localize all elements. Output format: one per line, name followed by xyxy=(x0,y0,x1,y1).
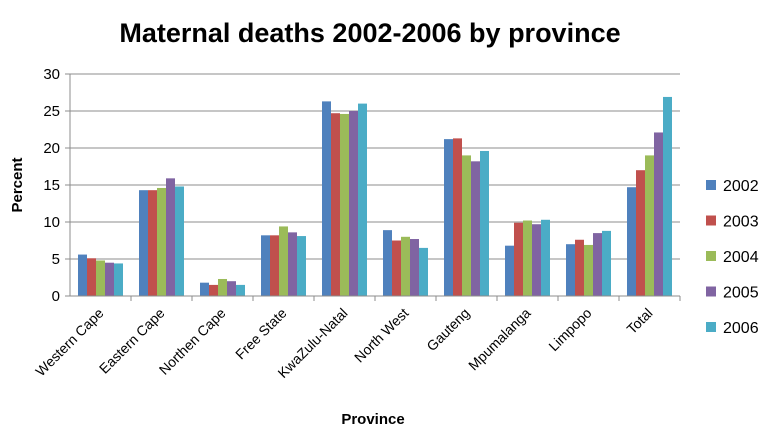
bar-2002 xyxy=(627,187,636,296)
bar-2004 xyxy=(401,236,410,296)
legend-swatch xyxy=(706,180,716,190)
bar-2006 xyxy=(602,230,611,296)
bar-2004 xyxy=(584,244,593,296)
legend-label: 2002 xyxy=(723,178,759,195)
bar-2004 xyxy=(462,155,471,296)
legend-label: 2004 xyxy=(723,249,759,266)
bar-2004 xyxy=(96,260,105,296)
bar-2005 xyxy=(105,262,114,296)
bar-2002 xyxy=(200,282,209,296)
bar-2002 xyxy=(78,254,87,296)
y-tick-label: 25 xyxy=(43,103,60,120)
bar-2002 xyxy=(383,230,392,296)
bar-2003 xyxy=(636,170,645,296)
bar-2002 xyxy=(261,235,270,296)
legend-swatch xyxy=(706,215,716,226)
bar-2003 xyxy=(575,239,584,296)
legend-swatch xyxy=(706,251,716,261)
bar-2006 xyxy=(297,236,306,296)
bar-2003 xyxy=(331,113,340,296)
bar-2003 xyxy=(453,138,462,296)
bar-2004 xyxy=(218,278,227,296)
bar-2003 xyxy=(87,258,96,296)
bar-2005 xyxy=(471,161,480,296)
bar-2006 xyxy=(358,103,367,296)
y-tick-label: 5 xyxy=(52,251,60,268)
bar-2004 xyxy=(157,187,166,296)
bar-2005 xyxy=(532,224,541,296)
x-category-label: Mpumalanga xyxy=(465,305,534,374)
x-category-label: North West xyxy=(351,305,412,366)
bar-2004 xyxy=(279,226,288,296)
y-tick-label: 10 xyxy=(43,214,60,231)
bar-2002 xyxy=(139,190,148,296)
bar-2002 xyxy=(322,101,331,296)
legend-swatch xyxy=(706,322,716,332)
bar-2003 xyxy=(209,284,218,296)
legend: 2002 2003 2004 2005 2006 xyxy=(706,178,759,337)
bar-2006 xyxy=(541,219,550,296)
legend-label: 2006 xyxy=(723,320,759,337)
bar-2003 xyxy=(148,190,157,296)
bar-2002 xyxy=(566,244,575,296)
legend-label: 2005 xyxy=(723,285,759,302)
y-tick-label: 15 xyxy=(43,177,60,194)
y-axis-label: Percent xyxy=(9,157,26,212)
bar-2006 xyxy=(236,284,245,296)
bar-2003 xyxy=(392,240,401,296)
bar-2006 xyxy=(663,96,672,296)
bar-2005 xyxy=(166,178,175,296)
bar-2002 xyxy=(505,245,514,296)
bar-2003 xyxy=(270,235,279,296)
x-category-label: Free State xyxy=(232,305,290,363)
legend-label: 2003 xyxy=(723,214,759,231)
bar-2005 xyxy=(349,111,358,296)
y-tick-labels: 0 5 10 15 20 25 30 xyxy=(43,66,60,305)
bar-2004 xyxy=(340,113,349,297)
bar-2004 xyxy=(645,155,654,296)
bar-2005 xyxy=(288,232,297,296)
x-category-label: Total xyxy=(623,305,655,337)
bar-2005 xyxy=(593,233,602,296)
chart-title: Maternal deaths 2002-2006 by province xyxy=(119,18,620,48)
bar-2006 xyxy=(175,186,184,296)
bar-2006 xyxy=(419,247,428,296)
legend-swatch xyxy=(706,286,716,297)
x-axis-label: Province xyxy=(341,411,404,428)
bars xyxy=(78,96,672,297)
bar-2004 xyxy=(523,220,532,296)
bar-2005 xyxy=(410,239,419,296)
bar-2006 xyxy=(480,150,489,296)
bar-2005 xyxy=(654,132,663,296)
y-tick-label: 30 xyxy=(43,66,60,83)
bar-2002 xyxy=(444,139,453,296)
x-category-label: Western Cape xyxy=(32,305,107,380)
bar-2005 xyxy=(227,281,236,296)
y-tick-label: 0 xyxy=(52,288,60,305)
x-category-label: Gauteng xyxy=(423,305,472,354)
axes xyxy=(65,73,681,301)
x-category-label: Limpopo xyxy=(545,305,594,354)
bar-2003 xyxy=(514,222,523,296)
y-tick-label: 20 xyxy=(43,140,60,157)
bar-2006 xyxy=(114,263,123,296)
